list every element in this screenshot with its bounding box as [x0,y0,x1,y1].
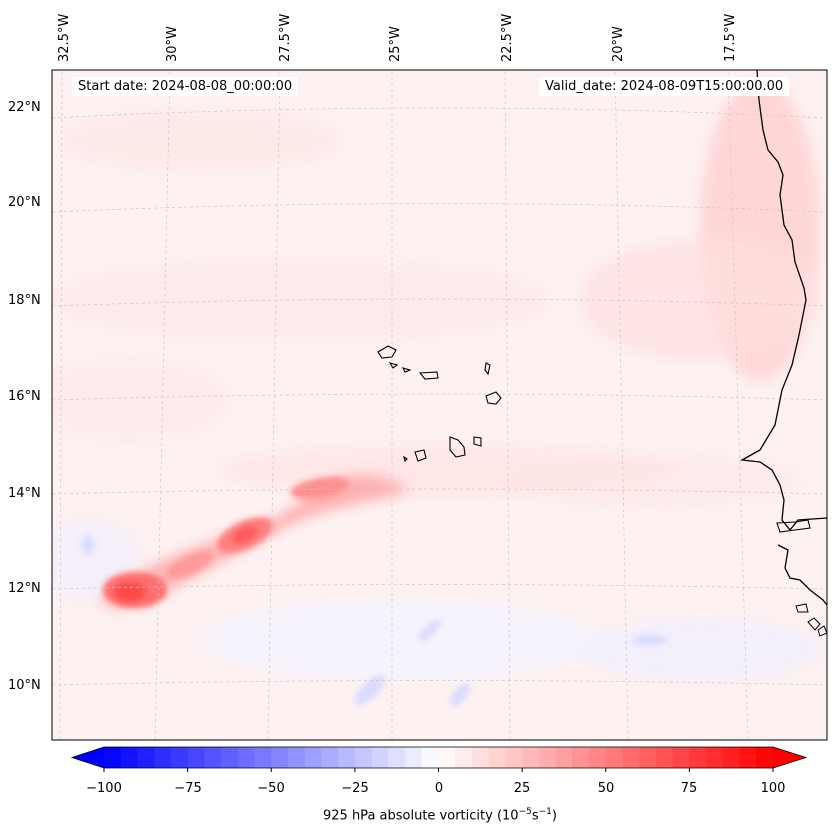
colorbar-tick: −100 [86,781,122,796]
vorticity-band [100,475,410,608]
lon-label: 32.5°W [57,14,72,62]
lat-label: 20°N [8,195,41,210]
colorbar-tick: −75 [174,781,202,796]
lat-label: 16°N [8,389,41,404]
start-date-label: Start date: 2024-08-08_00:00:00 [72,77,299,96]
colorbar-segment [137,747,155,768]
lat-label: 12°N [8,581,41,596]
lat-label: 22°N [8,100,41,115]
graticule [52,70,827,740]
colorbar-title: 925 hPa absolute vorticity (10−5s−1) [323,807,557,824]
lon-label: 17.5°W [723,14,738,62]
colorbar-tick: 0 [434,781,444,796]
colorbar-segment [622,747,640,768]
colorbar-tick: −25 [341,781,369,796]
colorbar-segment [739,747,757,768]
colorbar-segment [221,747,239,768]
cape-verde-islands [377,345,502,463]
lat-label: 18°N [8,293,41,308]
colorbar-segment [287,747,306,768]
colorbar-segment [756,747,774,768]
colorbar-segment [555,747,573,768]
colorbar-segment [405,747,423,768]
colorbar-segment [605,747,624,768]
africa-coastline [739,70,827,606]
colorbar-segment [488,747,506,768]
colorbar-tick: 50 [597,781,615,796]
colorbar-segment [639,747,657,768]
valid-date-label: Valid_date: 2024-08-09T15:00:00.00 [539,77,790,96]
lon-label: 25°W [388,26,403,62]
colorbar-segment [471,747,490,768]
colorbar-segment [304,747,323,768]
colorbar-segment [170,747,189,768]
colorbar-segment [154,747,172,768]
negative-vorticity-streaks [82,535,668,707]
colorbar-extend-max [773,747,806,768]
bissagos-islands [795,603,827,637]
colorbar-segment [354,747,373,768]
colorbar-segment [338,747,356,768]
colorbar-segment [438,747,456,768]
colorbar-tick: 25 [513,781,531,796]
colorbar-segment [505,747,523,768]
colorbar-segment [421,747,440,768]
colorbar-segment [655,747,674,768]
colorbar-segment [187,747,205,768]
colorbar-tick: 100 [760,781,786,796]
colorbar-segment [104,747,122,768]
colorbar [70,746,808,772]
lon-label: 22.5°W [500,14,515,62]
colorbar-tick: −50 [257,781,285,796]
colorbar-segment [371,747,389,768]
colorbar-segment [706,747,724,768]
gambia-outline [776,519,811,533]
colorbar-tick: 75 [680,781,698,796]
lon-label: 20°W [611,26,626,62]
colorbar-segment [271,747,289,768]
latitude-labels: 22°N 20°N 18°N 16°N 14°N 12°N 10°N [8,100,41,693]
colorbar-segment [522,747,540,768]
lon-label: 30°W [165,26,180,62]
colorbar-segment [455,747,473,768]
colorbar-segment [388,747,406,768]
lat-label: 10°N [8,678,41,693]
colorbar-segment [204,747,222,768]
colorbar-segment [237,747,256,768]
colorbar-segment [321,747,339,768]
colorbar-extend-min [72,747,104,768]
colorbar-segment [672,747,690,768]
colorbar-segment [589,747,607,768]
colorbar-segment [120,747,139,768]
colorbar-segment [722,747,741,768]
colorbar-segment [572,747,590,768]
lon-label: 27.5°W [278,14,293,62]
colorbar-segment [254,747,272,768]
colorbar-segment [689,747,707,768]
lat-label: 14°N [8,486,41,501]
colorbar-segment [538,747,557,768]
map-frame [51,69,828,741]
longitude-labels: 32.5°W 30°W 27.5°W 25°W 22.5°W 20°W 17.5… [57,14,738,62]
